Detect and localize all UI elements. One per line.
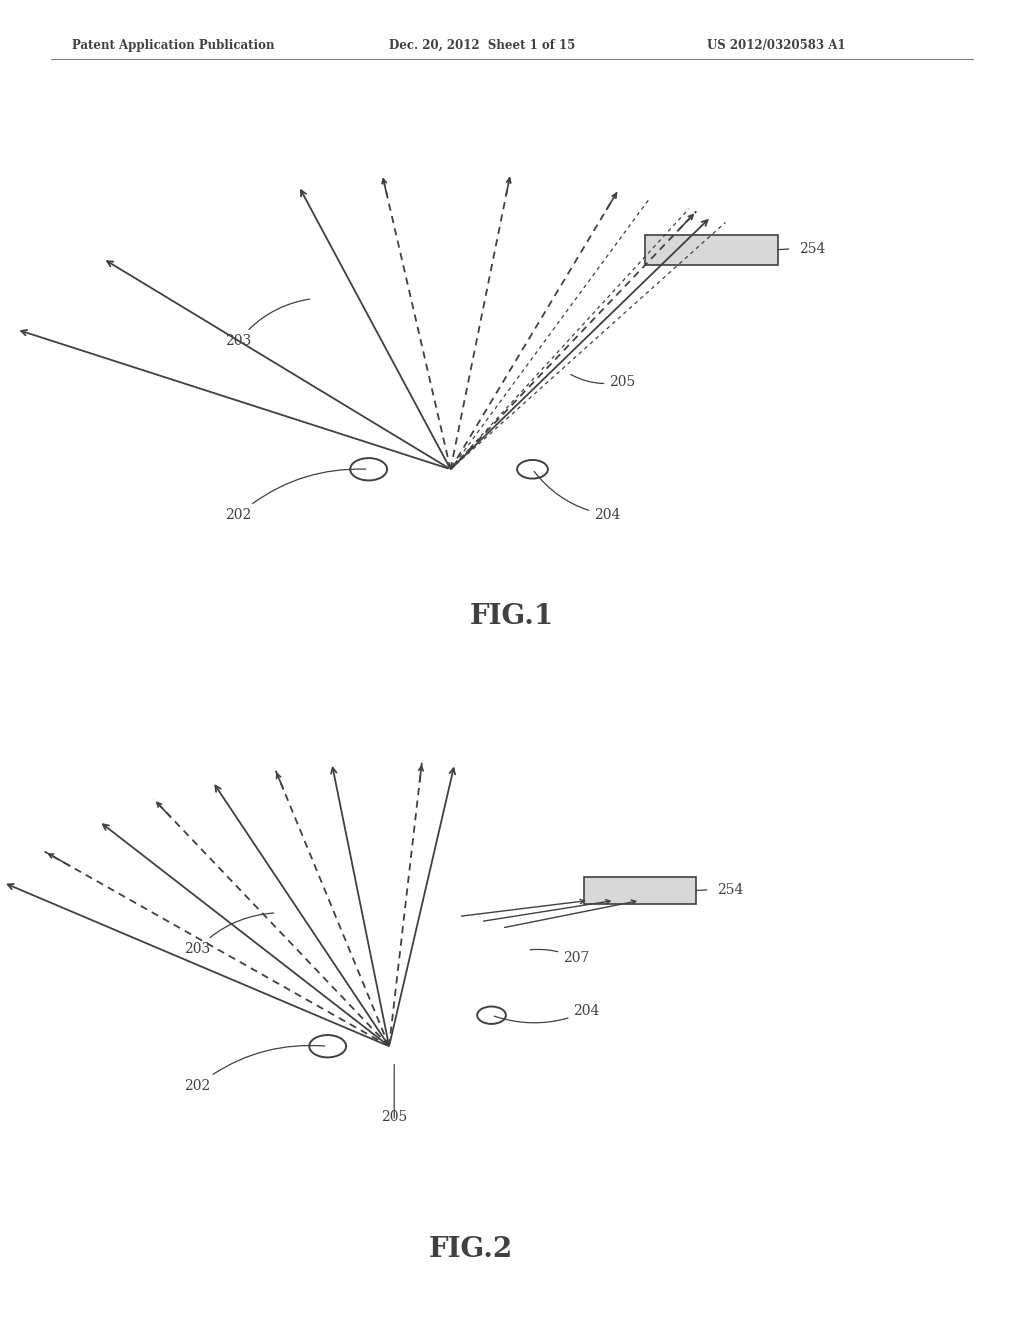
Text: 254: 254 — [717, 883, 743, 896]
Text: 202: 202 — [225, 469, 366, 521]
Text: Dec. 20, 2012  Sheet 1 of 15: Dec. 20, 2012 Sheet 1 of 15 — [389, 38, 575, 51]
Text: FIG.1: FIG.1 — [470, 603, 554, 631]
Text: 204: 204 — [535, 471, 621, 521]
Text: 203: 203 — [225, 300, 309, 348]
Bar — [645, 235, 778, 264]
Text: 204: 204 — [495, 1005, 600, 1023]
Text: 202: 202 — [184, 1045, 325, 1093]
Bar — [584, 878, 696, 903]
Text: US 2012/0320583 A1: US 2012/0320583 A1 — [707, 38, 845, 51]
Text: 207: 207 — [530, 949, 590, 965]
Text: 203: 203 — [184, 913, 273, 956]
Text: FIG.2: FIG.2 — [429, 1236, 513, 1263]
Text: 205: 205 — [570, 375, 636, 388]
Text: 205: 205 — [381, 1110, 408, 1123]
Text: 254: 254 — [799, 242, 825, 256]
Text: Patent Application Publication: Patent Application Publication — [72, 38, 274, 51]
